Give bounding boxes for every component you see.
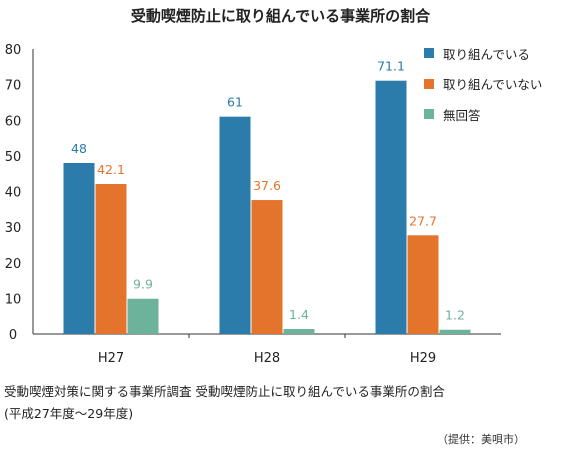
y-tick-label: 20	[5, 257, 22, 272]
bar	[127, 298, 159, 334]
y-tick-label: 70	[5, 79, 22, 94]
bar-value-label: 1.2	[445, 308, 465, 323]
legend-item-mukaitou: 無回答	[424, 104, 542, 124]
x-tick-label: H27	[98, 351, 124, 366]
bar	[407, 235, 439, 334]
chart-caption: 受動喫煙対策に関する事業所調査 受動喫煙防止に取り組んでいる事業所の割合 (平成…	[4, 381, 445, 425]
x-tick-label: H28	[254, 351, 280, 366]
legend-swatch	[424, 109, 434, 119]
caption-line-2: (平成27年度～29年度)	[4, 406, 134, 421]
y-tick-label: 60	[5, 114, 22, 129]
bar-value-label: 27.7	[409, 213, 437, 228]
bar	[283, 329, 315, 334]
y-tick-label: 10	[5, 292, 22, 307]
bar	[251, 200, 283, 334]
bar-value-label: 9.9	[133, 277, 153, 292]
legend-label: 取り組んでいない	[443, 77, 543, 92]
legend-label: 無回答	[443, 107, 481, 123]
bar	[219, 116, 251, 334]
bar-value-label: 48	[71, 141, 87, 156]
y-tick-label: 0	[9, 328, 17, 343]
y-tick-label: 40	[5, 186, 22, 201]
bar-value-label: 42.1	[97, 162, 125, 177]
bar-value-label: 61	[227, 95, 243, 110]
legend-label: 取り組んでいる	[443, 46, 530, 62]
bar-value-label: 37.6	[253, 178, 281, 193]
caption-line-1: 受動喫煙対策に関する事業所調査 受動喫煙防止に取り組んでいる事業所の割合	[4, 384, 445, 399]
bar-value-label: 1.4	[289, 307, 309, 322]
y-tick-label: 80	[5, 43, 22, 58]
legend-item-torikunde-inai: 取り組んでいない	[424, 74, 542, 94]
bar	[63, 163, 95, 334]
bar	[95, 184, 127, 334]
legend-swatch	[424, 78, 434, 89]
legend-swatch	[424, 48, 434, 58]
bar-value-label: 71.1	[377, 59, 405, 74]
chart-legend: 取り組んでいる 取り組んでいない 無回答	[424, 43, 542, 135]
y-tick-label: 50	[5, 150, 22, 165]
chart-title: 受動喫煙防止に取り組んでいる事業所の割合	[130, 7, 431, 25]
bar	[439, 329, 471, 334]
source-credit: （提供：美唄市）	[437, 433, 525, 446]
legend-item-torikunde-iru: 取り組んでいる	[424, 43, 542, 63]
y-tick-label: 30	[5, 221, 22, 236]
bar	[375, 80, 407, 334]
x-tick-label: H29	[410, 351, 436, 366]
